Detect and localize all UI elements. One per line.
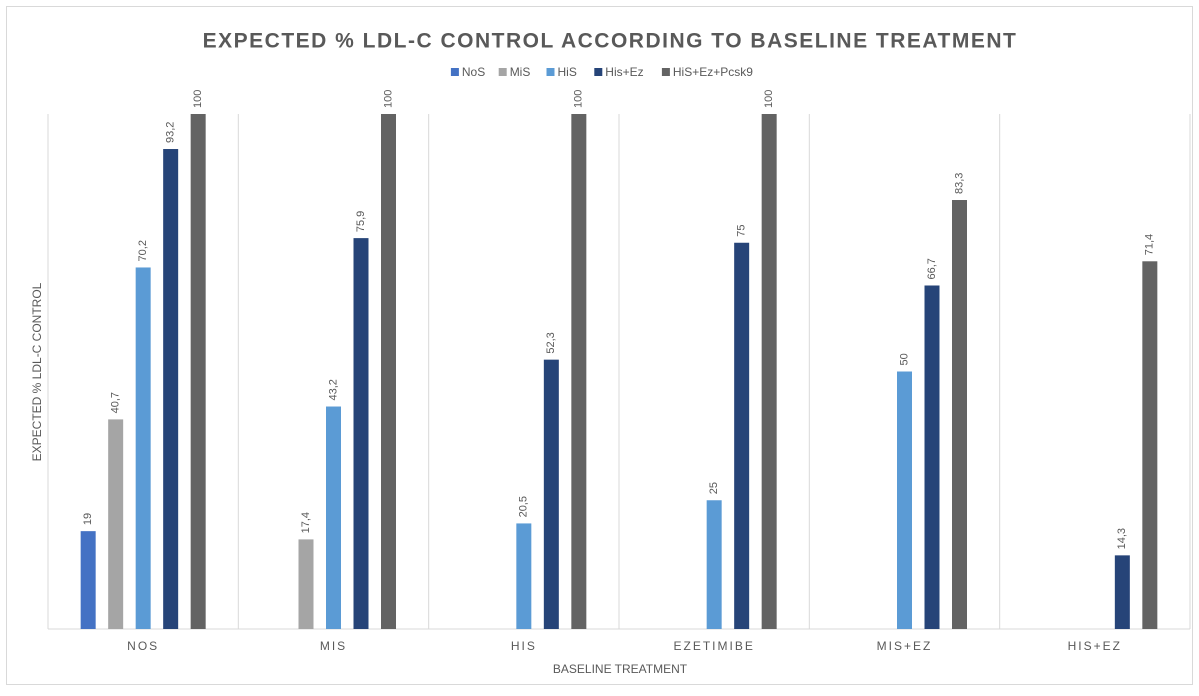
value-label: 50: [898, 353, 910, 365]
value-label: 100: [763, 90, 775, 108]
bar: [1114, 555, 1130, 629]
value-label: 70,2: [137, 240, 149, 261]
value-label: 75,9: [355, 211, 367, 232]
bar: [1142, 261, 1158, 629]
x-tick-label: MIS+EZ: [877, 639, 933, 653]
value-label: 75: [736, 225, 748, 237]
bar: [298, 539, 314, 629]
bar: [897, 371, 912, 629]
bar: [706, 500, 722, 629]
bar: [135, 267, 151, 629]
bar: [952, 200, 967, 629]
value-label: 93,2: [165, 122, 177, 143]
chart-title: EXPECTED % LDL-C CONTROL ACCORDING TO BA…: [203, 30, 1018, 53]
legend-swatch: [594, 68, 603, 76]
bar: [543, 359, 559, 629]
value-label: 100: [382, 90, 394, 108]
bar: [571, 114, 587, 629]
legend-swatch: [498, 68, 507, 76]
bar: [516, 523, 532, 629]
value-label: 43,2: [327, 379, 339, 400]
bar: [734, 242, 750, 629]
value-label: 52,3: [545, 332, 557, 353]
legend-label: HiS+Ez+Pcsk9: [673, 65, 753, 79]
bar: [353, 238, 369, 630]
x-tick-label: NOS: [127, 639, 159, 653]
x-tick-label: MIS: [320, 639, 347, 653]
legend-label: NoS: [462, 65, 485, 79]
bar: [190, 114, 206, 629]
y-axis-label: EXPECTED % LDL-C CONTROL: [30, 282, 44, 461]
value-label: 71,4: [1144, 234, 1156, 255]
value-label: 66,7: [926, 258, 938, 279]
value-label: 100: [573, 90, 585, 108]
legend-swatch: [546, 68, 555, 76]
value-label: 14,3: [1116, 528, 1128, 549]
legend-swatch: [450, 68, 459, 76]
bar: [163, 149, 179, 629]
x-tick-label: EZETIMIBE: [673, 639, 754, 653]
value-label: 20,5: [518, 496, 530, 517]
x-tick-label: HIS: [511, 639, 537, 653]
bar: [761, 114, 777, 629]
value-label: 40,7: [110, 392, 122, 413]
x-tick-label: HIS+EZ: [1068, 639, 1122, 653]
bar: [381, 114, 396, 629]
value-label: 19: [82, 513, 94, 525]
bar: [108, 419, 124, 629]
x-axis-label: BASELINE TREATMENT: [553, 662, 688, 676]
legend-label: His+Ez: [605, 65, 643, 79]
value-label: 100: [192, 90, 204, 108]
legend-swatch: [661, 68, 670, 76]
legend-label: MiS: [510, 65, 531, 79]
chart-frame: [6, 6, 1193, 685]
value-label: 83,3: [953, 173, 965, 194]
bar: [924, 285, 940, 629]
bar: [326, 406, 341, 629]
bar: [80, 531, 96, 629]
value-label: 25: [708, 482, 720, 494]
legend-label: HiS: [558, 65, 577, 79]
value-label: 17,4: [300, 512, 312, 533]
